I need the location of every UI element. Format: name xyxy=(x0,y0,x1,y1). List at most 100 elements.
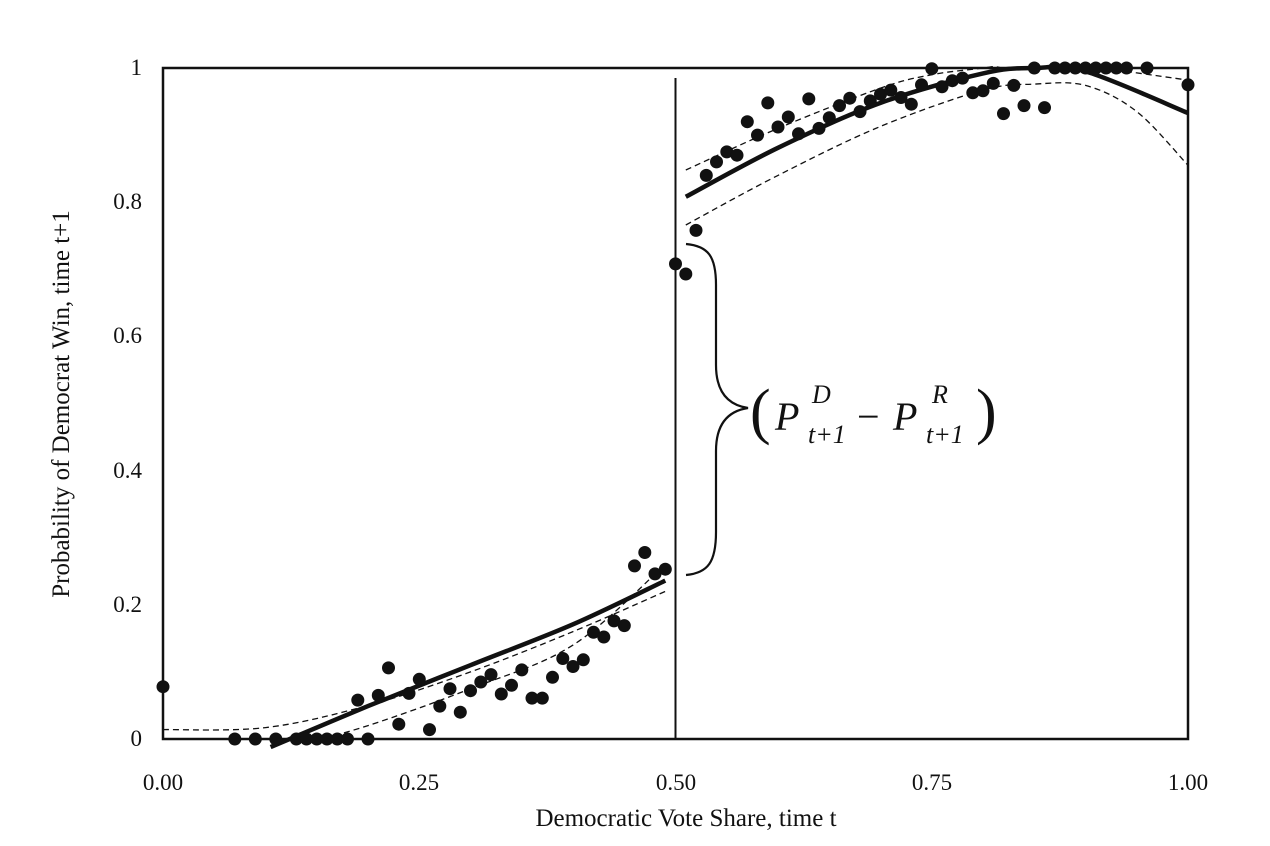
ci-left-upper xyxy=(163,590,666,731)
data-point-45 xyxy=(710,155,723,169)
data-point-85 xyxy=(1120,61,1133,75)
data-point-13 xyxy=(382,661,395,675)
data-point-32 xyxy=(576,653,590,667)
data-point-81 xyxy=(1079,61,1092,75)
y-tick-label-5: 1 xyxy=(131,55,143,80)
data-point-61 xyxy=(874,87,887,101)
x-tick-label-0: 0.00 xyxy=(143,770,183,795)
data-point-63 xyxy=(894,91,908,104)
x-tick-label-4: 1.00 xyxy=(1168,770,1208,795)
formula-p-d: P xyxy=(774,394,799,439)
x-tick-label-3: 0.75 xyxy=(912,770,952,795)
data-point-55 xyxy=(812,121,826,135)
data-point-71 xyxy=(976,84,990,98)
y-tick-label-1: 0.2 xyxy=(113,592,142,617)
data-point-28 xyxy=(535,691,549,705)
data-point-84 xyxy=(1109,61,1123,75)
data-point-11 xyxy=(361,732,375,746)
data-point-82 xyxy=(1089,61,1103,75)
data-point-60 xyxy=(863,94,877,108)
data-point-79 xyxy=(1058,61,1072,75)
data-point-56 xyxy=(822,111,836,125)
data-point-37 xyxy=(628,559,641,573)
data-point-7 xyxy=(320,732,334,746)
formula-minus: − xyxy=(857,394,880,439)
y-tick-label-4: 0.8 xyxy=(113,189,142,214)
data-point-70 xyxy=(966,86,980,100)
data-point-75 xyxy=(1017,99,1031,113)
data-point-33 xyxy=(587,625,600,639)
ci-right-upper xyxy=(685,66,1188,171)
data-point-46 xyxy=(720,145,734,159)
data-point-51 xyxy=(771,120,785,134)
data-point-36 xyxy=(617,619,631,633)
data-point-26 xyxy=(515,663,529,677)
ci-right-lower xyxy=(685,82,1188,226)
data-point-22 xyxy=(474,675,488,689)
fit-line-layer xyxy=(269,64,1189,750)
data-point-34 xyxy=(597,630,611,644)
data-point-52 xyxy=(781,110,795,124)
data-point-87 xyxy=(1181,78,1195,92)
data-point-31 xyxy=(566,660,580,673)
data-point-24 xyxy=(494,687,508,701)
data-point-49 xyxy=(751,128,764,142)
data-point-43 xyxy=(689,223,703,237)
data-point-4 xyxy=(289,732,303,746)
data-point-50 xyxy=(761,96,775,110)
data-points-layer xyxy=(156,61,1195,746)
formula-open-paren: ( xyxy=(750,378,771,446)
data-point-72 xyxy=(986,76,1000,90)
x-tick-label-1: 0.25 xyxy=(399,770,439,795)
data-point-64 xyxy=(904,97,918,111)
data-point-58 xyxy=(843,91,857,105)
data-point-66 xyxy=(925,62,939,76)
data-point-44 xyxy=(699,168,713,182)
data-point-53 xyxy=(792,127,805,141)
data-point-25 xyxy=(505,678,518,692)
data-point-20 xyxy=(453,705,467,719)
data-point-69 xyxy=(956,71,969,85)
x-tick-label-2: 0.50 xyxy=(656,770,696,795)
data-point-6 xyxy=(310,732,324,746)
data-point-48 xyxy=(740,115,754,129)
data-point-68 xyxy=(945,74,959,88)
data-point-30 xyxy=(556,652,570,665)
data-point-38 xyxy=(638,546,652,559)
x-axis-title: Democratic Vote Share, time t xyxy=(535,805,836,832)
data-point-35 xyxy=(607,614,621,628)
y-tick-label-2: 0.4 xyxy=(113,458,142,483)
curly-brace xyxy=(685,242,749,577)
data-point-40 xyxy=(658,562,672,576)
data-point-3 xyxy=(269,732,283,746)
data-point-29 xyxy=(546,670,559,684)
formula-close-paren: ) xyxy=(976,378,997,446)
formula-sub-d: t+1 xyxy=(808,420,846,449)
data-point-0 xyxy=(156,680,170,694)
data-point-83 xyxy=(1099,61,1113,75)
data-point-80 xyxy=(1068,61,1082,75)
y-tick-label-3: 0.6 xyxy=(113,323,142,348)
data-point-76 xyxy=(1027,61,1041,75)
data-point-19 xyxy=(443,682,457,696)
data-point-47 xyxy=(730,148,744,162)
data-point-54 xyxy=(802,92,816,106)
fit-line-left xyxy=(269,578,667,750)
discontinuity-annotation: ( P D t+1 − P R t+1 ) xyxy=(685,242,997,577)
y-tick-label-0: 0 xyxy=(131,726,143,751)
data-point-86 xyxy=(1140,61,1154,75)
data-point-21 xyxy=(464,684,477,698)
data-point-65 xyxy=(915,78,928,92)
data-point-12 xyxy=(371,688,385,702)
data-point-59 xyxy=(853,105,867,119)
data-point-15 xyxy=(402,686,416,700)
y-axis-title: Probability of Democrat Win, time t+1 xyxy=(48,210,75,598)
formula-sup-r: R xyxy=(931,380,948,409)
formula-p-r: P xyxy=(892,394,917,439)
data-point-42 xyxy=(679,267,693,281)
ci-left-lower xyxy=(311,564,666,741)
data-point-62 xyxy=(884,83,898,97)
data-point-10 xyxy=(351,693,365,707)
formula-sup-d: D xyxy=(811,380,831,409)
